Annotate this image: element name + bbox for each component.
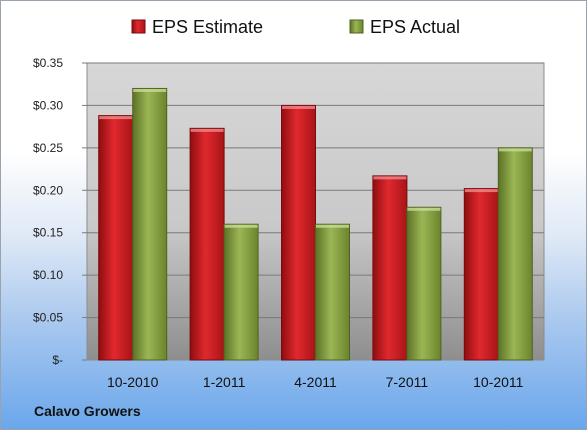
y-tick-label: $- — [52, 353, 63, 367]
y-tick-label: $0.30 — [33, 98, 63, 112]
legend-label: EPS Estimate — [152, 17, 263, 37]
y-tick-label: $0.25 — [33, 141, 63, 155]
bar-eps-estimate — [189, 127, 225, 361]
x-tick-label: 10-2011 — [473, 374, 524, 390]
x-tick-label: 7-2011 — [386, 374, 429, 390]
y-tick-label: $0.10 — [33, 268, 63, 282]
bar-top-highlight — [282, 105, 315, 109]
y-tick-label: $0.20 — [33, 183, 63, 197]
bar-eps-estimate — [372, 175, 408, 361]
y-tick-label: $0.05 — [33, 311, 63, 325]
bar-eps-estimate — [98, 115, 134, 361]
bar-top-highlight — [407, 207, 441, 211]
bar-top-highlight — [99, 116, 133, 120]
bar-eps-estimate — [281, 104, 316, 361]
plot-area: $- $0.05 $0.10 $0.15 $0.20 $0.25 $0.30 $0.35 10-… — [33, 56, 545, 390]
bar-eps-actual — [315, 223, 350, 361]
bar-eps-actual — [223, 223, 259, 361]
company-name: Calavo Growers — [34, 403, 141, 419]
bar-eps-actual — [132, 87, 168, 361]
x-tick-label: 4-2011 — [294, 374, 337, 390]
x-tick-label: 1-2011 — [203, 374, 246, 390]
bar-top-highlight — [190, 128, 224, 132]
legend: EPS Estimate EPS Actual — [131, 17, 460, 37]
y-tick-label: $0.15 — [33, 226, 63, 240]
bar-eps-actual — [406, 206, 442, 361]
bar-eps-estimate — [463, 188, 499, 361]
bar-top-highlight — [316, 224, 349, 228]
legend-swatch — [349, 19, 364, 34]
bar-top-highlight — [373, 176, 407, 180]
legend-swatch — [131, 19, 146, 34]
legend-label: EPS Actual — [370, 17, 460, 37]
bar-top-highlight — [498, 148, 532, 152]
bar-eps-actual — [497, 147, 533, 361]
bar-top-highlight — [464, 189, 498, 193]
y-tick-label: $0.35 — [33, 56, 63, 70]
bar-top-highlight — [133, 88, 167, 92]
x-tick-label: 10-2010 — [107, 374, 159, 390]
bar-top-highlight — [224, 224, 258, 228]
